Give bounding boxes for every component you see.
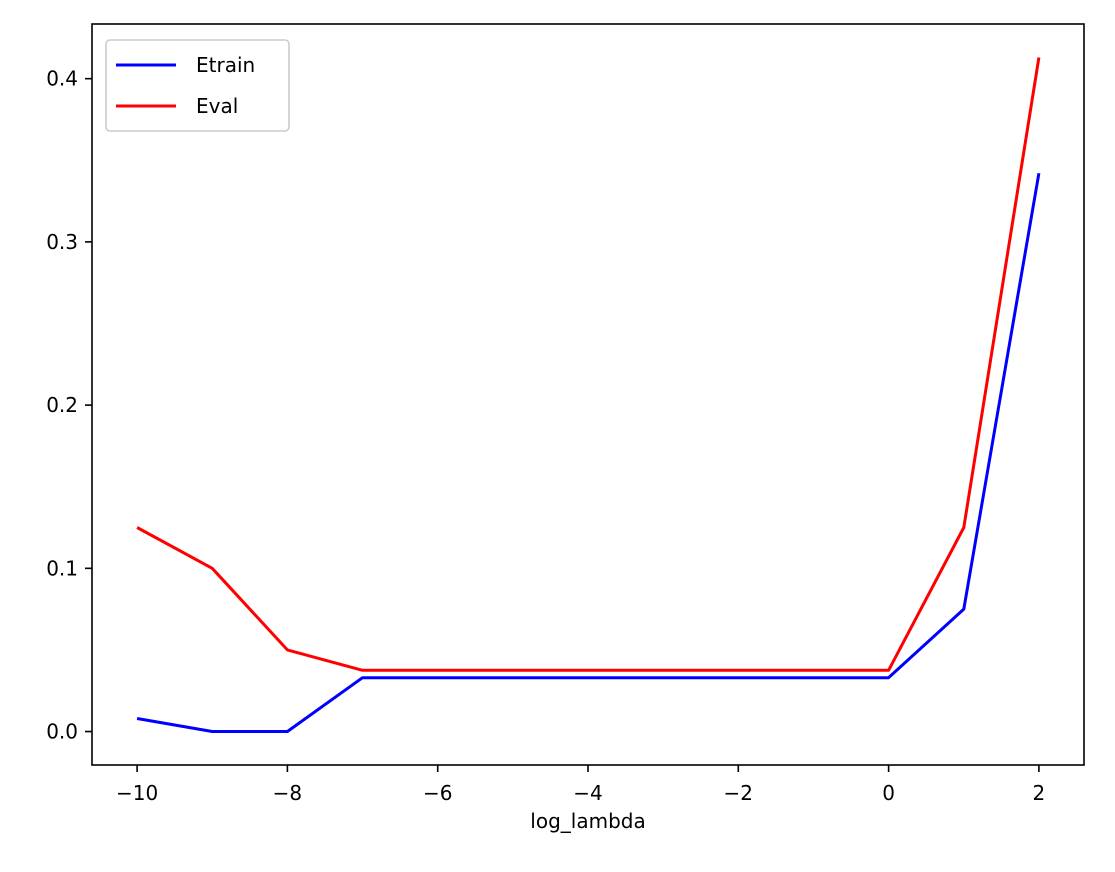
x-tick-label: −4: [573, 781, 602, 805]
legend-items: Etrain Eval: [116, 53, 255, 118]
legend: Etrain Eval: [105, 39, 290, 132]
series-line-etrain: [136, 173, 1041, 733]
x-tick-label: −2: [724, 781, 753, 805]
series-line-eval: [136, 57, 1041, 672]
x-tick-label: −6: [423, 781, 452, 805]
x-axis-label: log_lambda: [530, 809, 645, 833]
y-tick-label: 0.1: [46, 556, 78, 580]
y-axis-ticks: 0.0 0.1 0.2 0.3 0.4: [46, 67, 92, 744]
plot-area: [136, 57, 1041, 733]
x-axis-ticks: −10 −8 −6 −4 −2 0 2: [116, 765, 1045, 805]
x-tick-label: 0: [882, 781, 895, 805]
legend-box: [105, 39, 290, 132]
legend-label-etrain: Etrain: [196, 53, 255, 77]
y-tick-label: 0.0: [46, 720, 78, 744]
axes-frame: [91, 23, 1085, 766]
x-tick-label: −10: [116, 781, 158, 805]
y-tick-label: 0.4: [46, 67, 78, 91]
x-tick-label: −8: [273, 781, 302, 805]
y-tick-label: 0.3: [46, 230, 78, 254]
legend-label-eval: Eval: [196, 94, 238, 118]
y-tick-label: 0.2: [46, 393, 78, 417]
x-tick-label: 2: [1033, 781, 1046, 805]
